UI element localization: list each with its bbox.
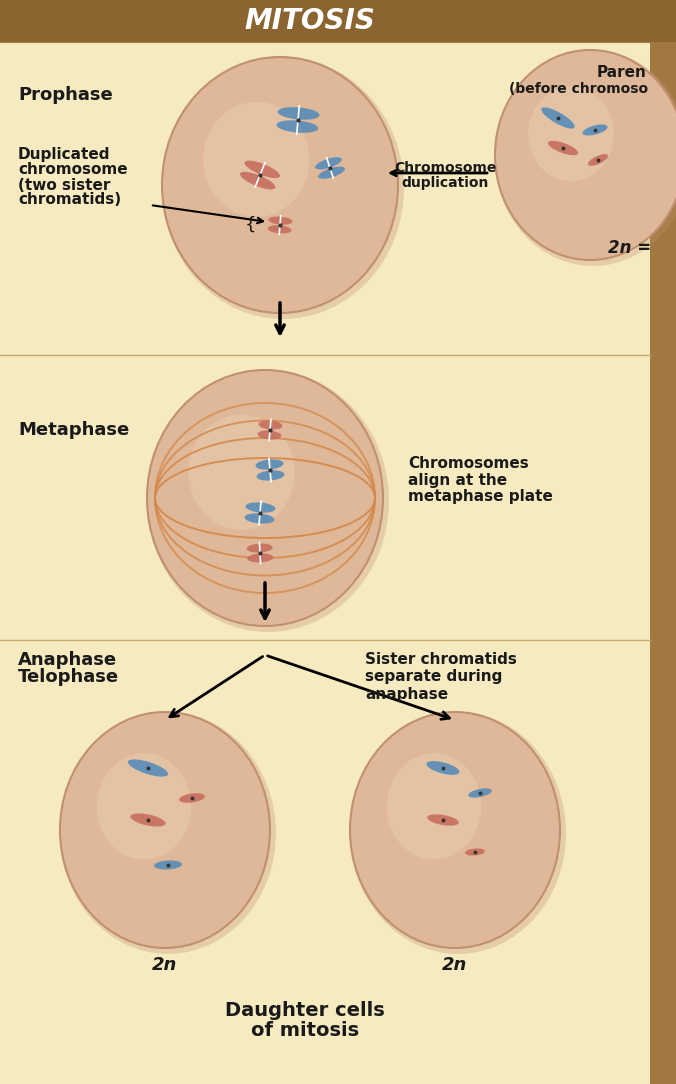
Ellipse shape bbox=[541, 107, 575, 129]
Ellipse shape bbox=[468, 788, 491, 798]
Text: (before chromoso: (before chromoso bbox=[509, 82, 648, 96]
Ellipse shape bbox=[278, 107, 320, 119]
Ellipse shape bbox=[97, 753, 191, 860]
Text: metaphase plate: metaphase plate bbox=[408, 490, 553, 504]
Text: Daughter cells: Daughter cells bbox=[225, 1001, 385, 1019]
Ellipse shape bbox=[179, 793, 205, 803]
Text: of mitosis: of mitosis bbox=[251, 1020, 359, 1040]
Bar bbox=[0, 0, 676, 42]
Ellipse shape bbox=[154, 861, 182, 869]
Ellipse shape bbox=[256, 460, 283, 469]
Ellipse shape bbox=[548, 141, 578, 155]
Text: chromatids): chromatids) bbox=[18, 193, 121, 207]
Ellipse shape bbox=[240, 172, 276, 190]
Ellipse shape bbox=[465, 849, 485, 855]
Ellipse shape bbox=[147, 370, 383, 625]
Ellipse shape bbox=[60, 712, 276, 954]
Text: 2n: 2n bbox=[442, 956, 468, 975]
Ellipse shape bbox=[318, 167, 345, 179]
Text: Paren: Paren bbox=[596, 65, 646, 80]
Text: anaphase: anaphase bbox=[365, 686, 448, 701]
Ellipse shape bbox=[162, 57, 404, 319]
Text: (two sister: (two sister bbox=[18, 178, 110, 193]
Text: Sister chromatids: Sister chromatids bbox=[365, 653, 517, 668]
Ellipse shape bbox=[128, 760, 168, 776]
Ellipse shape bbox=[350, 712, 560, 948]
Ellipse shape bbox=[162, 57, 398, 313]
Ellipse shape bbox=[315, 157, 342, 169]
Bar bbox=[650, 0, 676, 1084]
Text: Anaphase: Anaphase bbox=[18, 651, 117, 669]
Ellipse shape bbox=[203, 102, 310, 217]
Ellipse shape bbox=[258, 430, 281, 439]
Ellipse shape bbox=[495, 50, 676, 266]
Ellipse shape bbox=[268, 217, 292, 224]
Ellipse shape bbox=[247, 543, 272, 553]
Text: {: { bbox=[245, 216, 256, 234]
Ellipse shape bbox=[495, 50, 676, 260]
Ellipse shape bbox=[245, 160, 280, 178]
Text: Chromosome: Chromosome bbox=[394, 162, 496, 175]
Text: Metaphase: Metaphase bbox=[18, 421, 129, 439]
Ellipse shape bbox=[427, 761, 460, 775]
Text: align at the: align at the bbox=[408, 473, 507, 488]
Ellipse shape bbox=[130, 813, 166, 827]
Ellipse shape bbox=[268, 225, 291, 233]
Ellipse shape bbox=[528, 87, 614, 181]
Ellipse shape bbox=[258, 421, 283, 429]
Ellipse shape bbox=[245, 502, 275, 513]
Text: chromosome: chromosome bbox=[18, 163, 128, 178]
Ellipse shape bbox=[189, 415, 295, 530]
Ellipse shape bbox=[256, 470, 285, 480]
Ellipse shape bbox=[387, 753, 481, 860]
Text: Chromosomes: Chromosomes bbox=[408, 455, 529, 470]
Text: Telophase: Telophase bbox=[18, 668, 119, 686]
Text: 2n: 2n bbox=[152, 956, 178, 975]
Text: separate during: separate during bbox=[365, 670, 502, 684]
Text: duplication: duplication bbox=[402, 176, 489, 190]
Ellipse shape bbox=[60, 712, 270, 948]
Ellipse shape bbox=[583, 125, 608, 136]
Text: MITOSIS: MITOSIS bbox=[245, 7, 375, 35]
Ellipse shape bbox=[247, 554, 273, 563]
Text: Duplicated: Duplicated bbox=[18, 147, 110, 163]
Text: Prophase: Prophase bbox=[18, 86, 113, 104]
Ellipse shape bbox=[588, 154, 608, 166]
Ellipse shape bbox=[427, 814, 459, 826]
Ellipse shape bbox=[276, 120, 318, 133]
Text: 2n =: 2n = bbox=[608, 238, 651, 257]
Ellipse shape bbox=[350, 712, 566, 954]
Ellipse shape bbox=[147, 370, 389, 632]
Ellipse shape bbox=[245, 514, 274, 524]
